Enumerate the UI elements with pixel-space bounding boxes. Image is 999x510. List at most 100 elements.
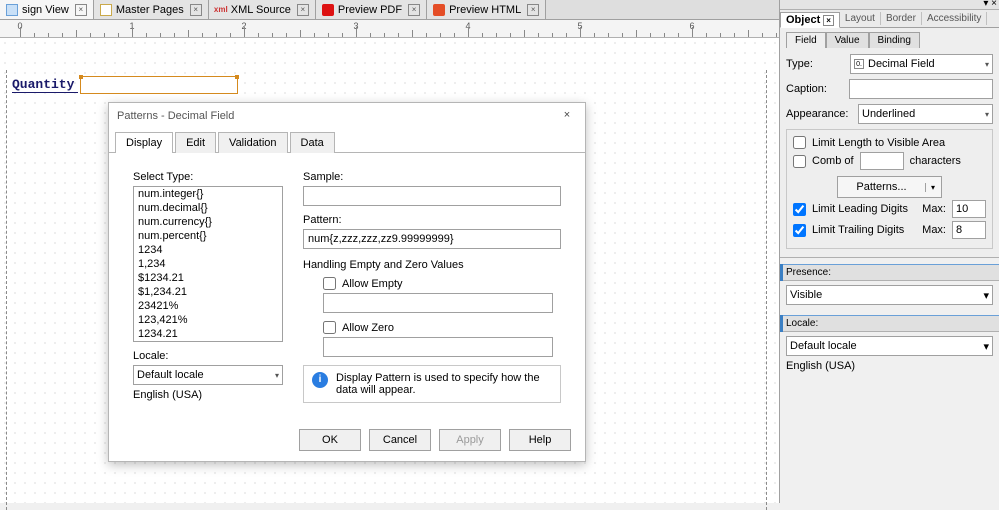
locale-display: English (USA) bbox=[133, 389, 283, 401]
panel-menu-icon[interactable]: ▾ × bbox=[983, 0, 997, 9]
tab-master-pages[interactable]: Master Pages × bbox=[94, 0, 209, 19]
close-icon[interactable]: × bbox=[408, 4, 420, 16]
type-option[interactable]: 1234.21 bbox=[134, 327, 282, 341]
panel-tab-border[interactable]: Border bbox=[881, 12, 922, 25]
tab-data[interactable]: Data bbox=[290, 132, 335, 153]
limit-length-checkbox[interactable] bbox=[793, 136, 806, 149]
leading-max-input[interactable] bbox=[952, 200, 986, 218]
note-text: Display Pattern is used to specify how t… bbox=[336, 372, 552, 396]
close-icon[interactable]: × bbox=[297, 4, 309, 16]
type-option[interactable]: 1234 bbox=[134, 243, 282, 257]
allow-zero-input[interactable] bbox=[323, 337, 553, 357]
dialog-titlebar[interactable]: Patterns - Decimal Field × bbox=[109, 103, 585, 129]
comb-of-checkbox[interactable] bbox=[793, 155, 806, 168]
note-box: i Display Pattern is used to specify how… bbox=[303, 365, 561, 403]
comb-count-input[interactable] bbox=[860, 152, 904, 170]
allow-empty-input[interactable] bbox=[323, 293, 553, 313]
panel-tab-layout[interactable]: Layout bbox=[840, 12, 881, 25]
type-option[interactable]: 23421% bbox=[134, 299, 282, 313]
allow-empty-checkbox[interactable] bbox=[323, 277, 336, 290]
type-option[interactable]: 123,421% bbox=[134, 313, 282, 327]
tab-edit[interactable]: Edit bbox=[175, 132, 216, 153]
panel-tab-strip: Object× Layout Border Accessibility bbox=[780, 10, 999, 28]
tab-preview-pdf[interactable]: Preview PDF × bbox=[316, 0, 427, 19]
appearance-select[interactable]: Underlined▾ bbox=[858, 104, 993, 124]
type-option[interactable]: num.currency{} bbox=[134, 215, 282, 229]
pdf-icon bbox=[322, 4, 334, 16]
page-guide-left bbox=[6, 70, 7, 510]
horizontal-ruler: 0123456 bbox=[0, 20, 779, 38]
appearance-value: Underlined bbox=[862, 108, 915, 120]
chevron-down-icon: ▾ bbox=[983, 340, 989, 353]
sample-input[interactable] bbox=[303, 186, 561, 206]
type-option[interactable]: num.decimal{} bbox=[134, 201, 282, 215]
type-option[interactable]: $1,234.21 bbox=[134, 285, 282, 299]
apply-button[interactable]: Apply bbox=[439, 429, 501, 451]
type-option[interactable]: 1,234 bbox=[134, 257, 282, 271]
locale-select[interactable]: Default locale ▾ bbox=[133, 365, 283, 385]
max-label: Max: bbox=[922, 203, 946, 215]
chevron-down-icon[interactable]: ▾ bbox=[925, 183, 941, 192]
panel-tab-object[interactable]: Object× bbox=[780, 12, 840, 28]
properties-panel: ▾ × Object× Layout Border Accessibility … bbox=[779, 0, 999, 503]
tab-validation[interactable]: Validation bbox=[218, 132, 288, 153]
document-tab-strip: sign View × Master Pages × xml XML Sourc… bbox=[0, 0, 779, 20]
type-listbox[interactable]: num.integer{}num.decimal{}num.currency{}… bbox=[133, 186, 283, 342]
caption-label: Caption: bbox=[786, 83, 845, 95]
close-icon[interactable]: × bbox=[75, 4, 87, 16]
ok-button[interactable]: OK bbox=[299, 429, 361, 451]
locale-select[interactable]: Default locale▾ bbox=[786, 336, 993, 356]
tab-label: Preview HTML bbox=[449, 4, 521, 16]
tab-label: XML Source bbox=[231, 4, 291, 16]
tab-design-view[interactable]: sign View × bbox=[0, 0, 94, 19]
field-value-box[interactable] bbox=[80, 76, 238, 94]
html-icon bbox=[433, 4, 445, 16]
subtab-binding[interactable]: Binding bbox=[869, 32, 920, 48]
xml-icon: xml bbox=[215, 4, 227, 16]
limit-leading-label: Limit Leading Digits bbox=[812, 203, 908, 215]
select-type-label: Select Type: bbox=[133, 171, 283, 183]
caption-input[interactable] bbox=[849, 79, 993, 99]
quantity-field[interactable]: Quantity bbox=[12, 76, 238, 94]
layout-icon bbox=[6, 4, 18, 16]
type-label: Type: bbox=[786, 58, 846, 70]
tab-xml-source[interactable]: xml XML Source × bbox=[209, 0, 316, 19]
panel-tab-accessibility[interactable]: Accessibility bbox=[922, 12, 987, 25]
type-option[interactable]: num.percent{} bbox=[134, 229, 282, 243]
characters-label: characters bbox=[910, 155, 961, 167]
subtab-value[interactable]: Value bbox=[826, 32, 869, 48]
help-button[interactable]: Help bbox=[509, 429, 571, 451]
close-icon[interactable]: × bbox=[190, 4, 202, 16]
dialog-buttons: OK Cancel Apply Help bbox=[299, 429, 571, 451]
trailing-max-input[interactable] bbox=[952, 221, 986, 239]
dialog-tabs: Display Edit Validation Data bbox=[109, 131, 585, 153]
tab-display[interactable]: Display bbox=[115, 132, 173, 153]
chevron-down-icon: ▾ bbox=[985, 60, 989, 69]
close-icon[interactable]: × bbox=[527, 4, 539, 16]
type-option[interactable]: num.integer{} bbox=[134, 187, 282, 201]
locale-header: Locale: bbox=[780, 315, 999, 332]
pattern-label: Pattern: bbox=[303, 214, 561, 226]
type-select[interactable]: 0.Decimal Field ▾ bbox=[850, 54, 993, 74]
presence-select[interactable]: Visible▾ bbox=[786, 285, 993, 305]
type-option[interactable]: 1,234.21 bbox=[134, 341, 282, 342]
tab-preview-html[interactable]: Preview HTML × bbox=[427, 0, 546, 19]
max-label: Max: bbox=[922, 224, 946, 236]
presence-header: Presence: bbox=[780, 264, 999, 281]
comb-of-label: Comb of bbox=[812, 155, 854, 167]
allow-zero-checkbox[interactable] bbox=[323, 321, 336, 334]
subtab-field[interactable]: Field bbox=[786, 32, 826, 48]
chevron-down-icon: ▾ bbox=[275, 371, 279, 380]
locale-value: Default locale bbox=[137, 369, 204, 381]
cancel-button[interactable]: Cancel bbox=[369, 429, 431, 451]
close-icon[interactable]: × bbox=[557, 107, 577, 125]
pattern-input[interactable] bbox=[303, 229, 561, 249]
type-option[interactable]: $1234.21 bbox=[134, 271, 282, 285]
limit-trailing-checkbox[interactable] bbox=[793, 224, 806, 237]
close-icon[interactable]: × bbox=[823, 15, 834, 26]
limit-leading-checkbox[interactable] bbox=[793, 203, 806, 216]
presence-value: Visible bbox=[790, 289, 822, 301]
tab-label: sign View bbox=[22, 4, 69, 16]
patterns-button[interactable]: Patterns... ▾ bbox=[837, 176, 941, 198]
tab-label: Preview PDF bbox=[338, 4, 402, 16]
